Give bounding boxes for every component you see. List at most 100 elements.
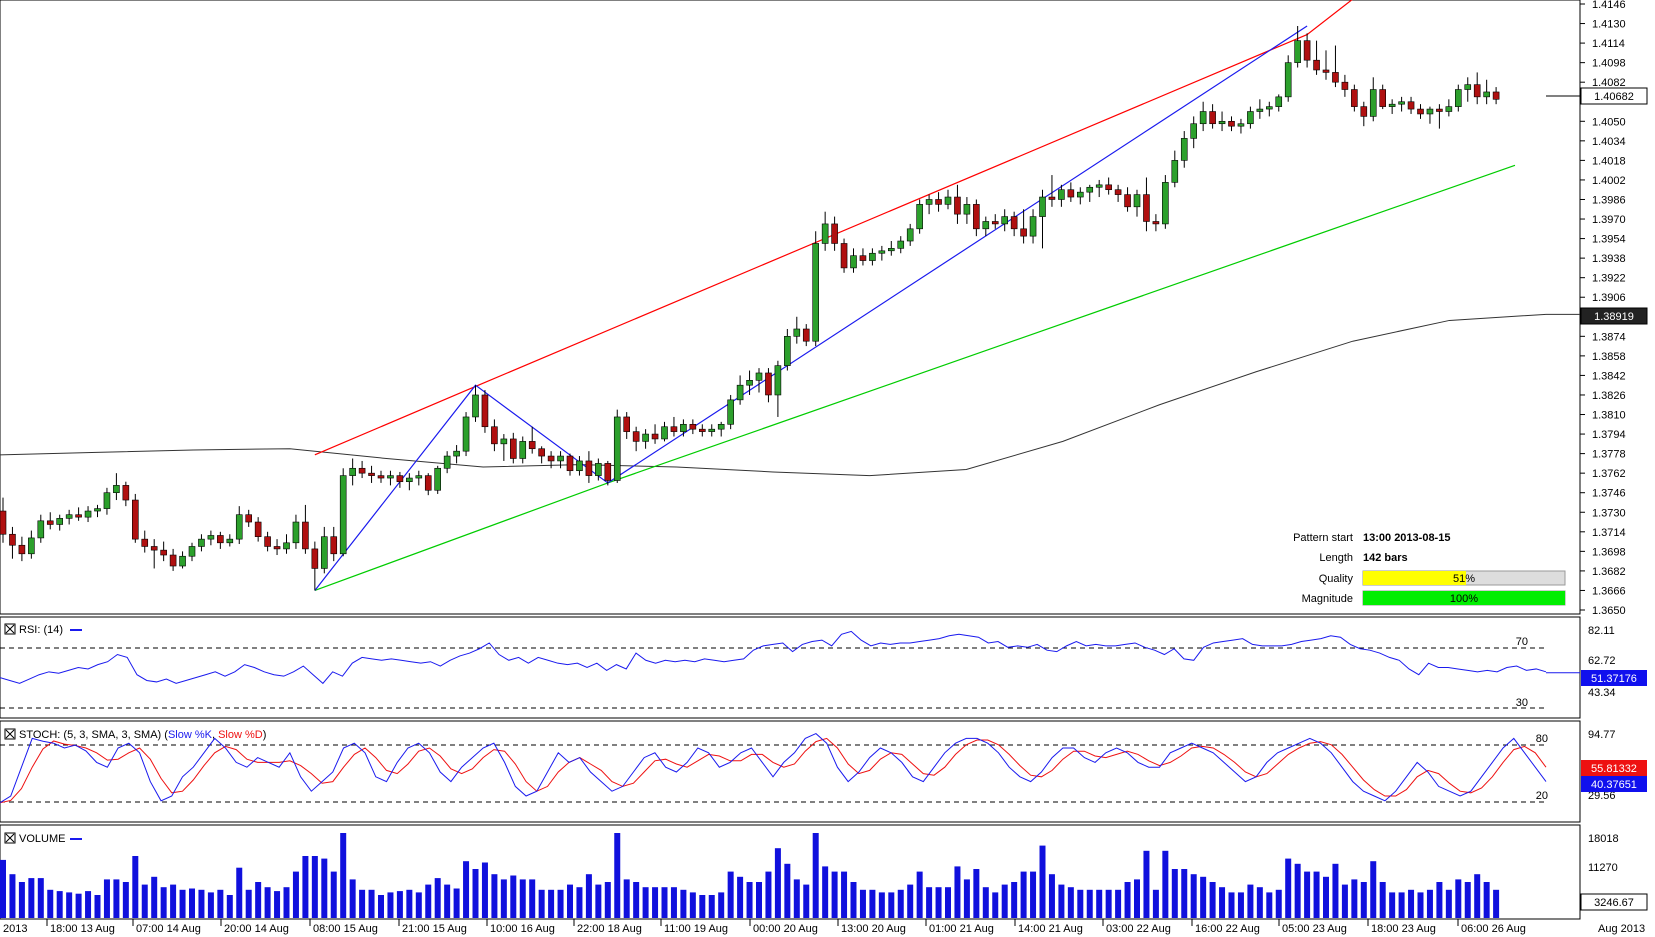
rsi-level-30: 30 (1516, 697, 1528, 709)
time-tick-label: 2013 (3, 923, 27, 935)
volume-bar (822, 866, 829, 918)
pattern-start-label: Pattern start (1293, 532, 1353, 544)
last-price-marker: 1.40682 (1546, 87, 1648, 105)
volume-bar (595, 884, 602, 918)
rsi-axis-top: 82.11 (1588, 625, 1615, 637)
volume-bar (1105, 889, 1112, 918)
candle-body (821, 223, 829, 244)
volume-bar (926, 887, 933, 918)
candle-body (982, 221, 990, 230)
candle-body (689, 423, 697, 430)
volume-bar (1247, 884, 1254, 918)
stoch-level-20: 20 (1536, 790, 1548, 802)
volume-bar (1020, 871, 1027, 918)
pattern-info: Pattern start 13:00 2013-08-15 Length 14… (1293, 532, 1566, 606)
candle-body (557, 455, 564, 462)
volume-bar (963, 879, 970, 918)
length-label: Length (1319, 552, 1353, 564)
volume-bar (746, 882, 753, 918)
price-tick-label: 1.3666 (1592, 585, 1626, 597)
candle-body (765, 372, 772, 396)
candle-body (1369, 89, 1377, 117)
volume-bar (935, 887, 942, 918)
candle-body (642, 433, 649, 442)
candle-body (169, 554, 177, 567)
volume-bar (831, 871, 838, 918)
candle-body (179, 555, 186, 567)
volume-bar (47, 889, 54, 918)
candle-body (113, 485, 120, 494)
volume-bar (1190, 874, 1197, 918)
candle-body (443, 455, 451, 469)
volume-bar (94, 895, 101, 918)
volume-bar (567, 884, 573, 918)
volume-bar (737, 876, 744, 918)
candle-body (708, 428, 716, 432)
candle-body (963, 204, 971, 215)
candle-body (1077, 191, 1084, 198)
price-tick-label: 1.3986 (1592, 194, 1626, 206)
volume-bar (453, 888, 460, 918)
volume-bar (1030, 871, 1037, 918)
candle-body (1171, 160, 1179, 183)
volume-bar (548, 889, 555, 918)
candle-body (46, 520, 54, 525)
candle-body (188, 546, 196, 557)
rsi-series (0, 630, 1547, 685)
volume-bar (1341, 884, 1348, 918)
candle-body (0, 510, 7, 535)
volume-bar (415, 892, 422, 918)
candle-body (358, 467, 366, 474)
price-tick-label: 1.3810 (1592, 410, 1626, 422)
candle-body (973, 204, 980, 230)
volume-bar (245, 889, 252, 918)
volume-bar (1313, 871, 1320, 918)
volume-bar (1200, 876, 1207, 918)
moving-average-line (0, 313, 1580, 477)
volume-bar (1228, 892, 1235, 918)
candle-body (273, 546, 281, 550)
stoch-d-value: 55.81332 (1591, 763, 1637, 775)
volume-bar (916, 871, 923, 918)
volume-bar (907, 884, 914, 918)
volume-bar (207, 892, 214, 918)
candle-body (547, 455, 555, 462)
volume-bar (132, 856, 139, 918)
time-tick-label: 21:00 15 Aug (402, 923, 467, 935)
volume-bar (1134, 879, 1140, 918)
volume-bar (585, 874, 592, 918)
candle-body (840, 243, 848, 269)
time-tick-label: 18:00 23 Aug (1371, 923, 1436, 935)
volume-bar (1181, 869, 1188, 918)
volume-bar (1323, 876, 1329, 918)
volume-bar (170, 884, 177, 918)
volume-bar (1474, 874, 1481, 918)
volume-bar (878, 892, 885, 918)
volume-bar (576, 887, 583, 918)
time-tick-label: 22:00 18 Aug (577, 923, 642, 935)
candle-body (132, 499, 139, 540)
length-value: 142 bars (1363, 552, 1408, 564)
volume-bar (481, 862, 488, 918)
volume-bar (292, 871, 299, 918)
candle-body (1190, 123, 1197, 139)
volume-bar (75, 893, 82, 918)
candle-body (519, 441, 527, 459)
candle-body (1436, 108, 1443, 112)
candle-body (859, 255, 867, 261)
volume-bar (529, 879, 536, 918)
volume-bar (1171, 869, 1178, 918)
price-tick-label: 1.3906 (1592, 292, 1626, 304)
quality-label: Quality (1319, 573, 1354, 585)
volume-bar (463, 861, 470, 918)
volume-bar (670, 887, 677, 918)
candle-body (1388, 103, 1396, 107)
candle-body (302, 521, 309, 550)
price-tick-label: 1.3826 (1592, 390, 1626, 402)
stoch-d-legend: Slow %D (218, 729, 263, 741)
candle-body (585, 460, 593, 476)
volume-axis-top: 18018 (1588, 833, 1619, 845)
candle-body (1275, 96, 1283, 107)
volume-bar (425, 884, 432, 918)
